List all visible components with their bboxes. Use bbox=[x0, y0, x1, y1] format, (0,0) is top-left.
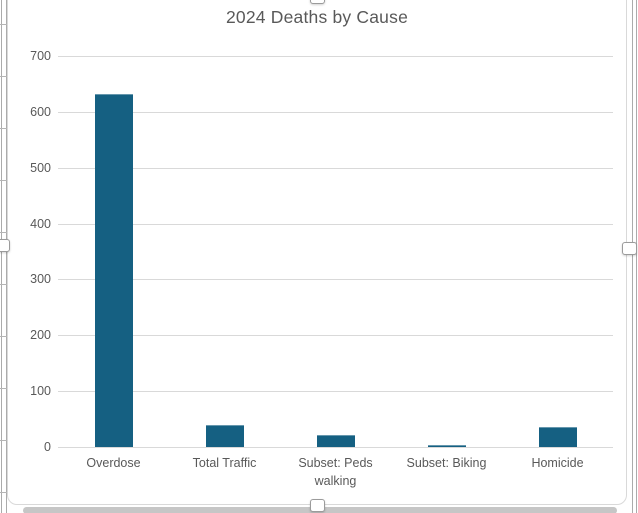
y-tick-label-100: 100 bbox=[30, 384, 51, 399]
sheet-gridline-right-outer bbox=[636, 0, 637, 513]
y-tick-label-0: 0 bbox=[44, 440, 51, 454]
gridline-100 bbox=[58, 391, 613, 393]
bar-homicide[interactable] bbox=[538, 426, 577, 447]
gridline-700 bbox=[58, 56, 613, 57]
gridline-0 bbox=[58, 447, 613, 448]
bar-total-traffic[interactable] bbox=[205, 424, 244, 447]
resize-handle-bottom[interactable] bbox=[310, 499, 325, 512]
sheet-row-tick bbox=[0, 336, 7, 337]
sheet-row-tick bbox=[0, 492, 7, 493]
resize-handle-right[interactable] bbox=[622, 242, 637, 255]
y-tick-label-500: 500 bbox=[30, 160, 51, 175]
chart-title[interactable]: 2024 Deaths by Cause bbox=[225, 7, 409, 27]
x-tick-label-1: Overdose bbox=[86, 456, 141, 470]
chart-object[interactable]: 2024 Deaths by Cause 0 100 200 300 400 500 600… bbox=[7, 0, 627, 505]
sheet-row-tick bbox=[0, 128, 7, 129]
y-tick-label-400: 400 bbox=[30, 216, 51, 231]
resize-handle-top[interactable] bbox=[310, 0, 325, 4]
sheet-row-tick bbox=[0, 232, 7, 233]
x-tick-label-5: Homicide bbox=[531, 456, 584, 470]
y-tick-label-200: 200 bbox=[30, 328, 51, 343]
gridline-500 bbox=[58, 167, 613, 169]
gridline-200 bbox=[58, 335, 613, 337]
sheet-row-tick bbox=[0, 24, 7, 25]
sheet-row-tick bbox=[0, 388, 7, 389]
sheet-row-tick bbox=[0, 284, 7, 285]
sheet-gridline-right-inner bbox=[632, 0, 633, 513]
sheet-row-tick bbox=[0, 180, 7, 181]
gridline-400 bbox=[58, 223, 613, 225]
resize-handle-left[interactable] bbox=[0, 239, 10, 252]
x-tick-label-2: Total Traffic bbox=[192, 456, 257, 470]
x-tick-label-4: Subset: Biking bbox=[406, 456, 487, 470]
sheet-row-tick bbox=[0, 76, 7, 77]
bar-overdose[interactable] bbox=[94, 93, 133, 447]
y-tick-label-300: 300 bbox=[30, 272, 51, 287]
y-tick-label-600: 600 bbox=[30, 104, 51, 119]
bar-subset-biking[interactable] bbox=[427, 445, 466, 447]
sheet-gridline-left-outer bbox=[1, 0, 2, 513]
x-tick-label-3: Subset: Peds walking bbox=[298, 456, 373, 488]
gridline-300 bbox=[58, 279, 613, 281]
sheet-row-tick bbox=[0, 440, 7, 441]
y-tick-label-700: 700 bbox=[30, 49, 51, 63]
bar-subset-peds-walking[interactable] bbox=[316, 434, 355, 447]
gridline-600 bbox=[58, 111, 613, 113]
sheet-gridline-left-inner bbox=[6, 0, 7, 513]
